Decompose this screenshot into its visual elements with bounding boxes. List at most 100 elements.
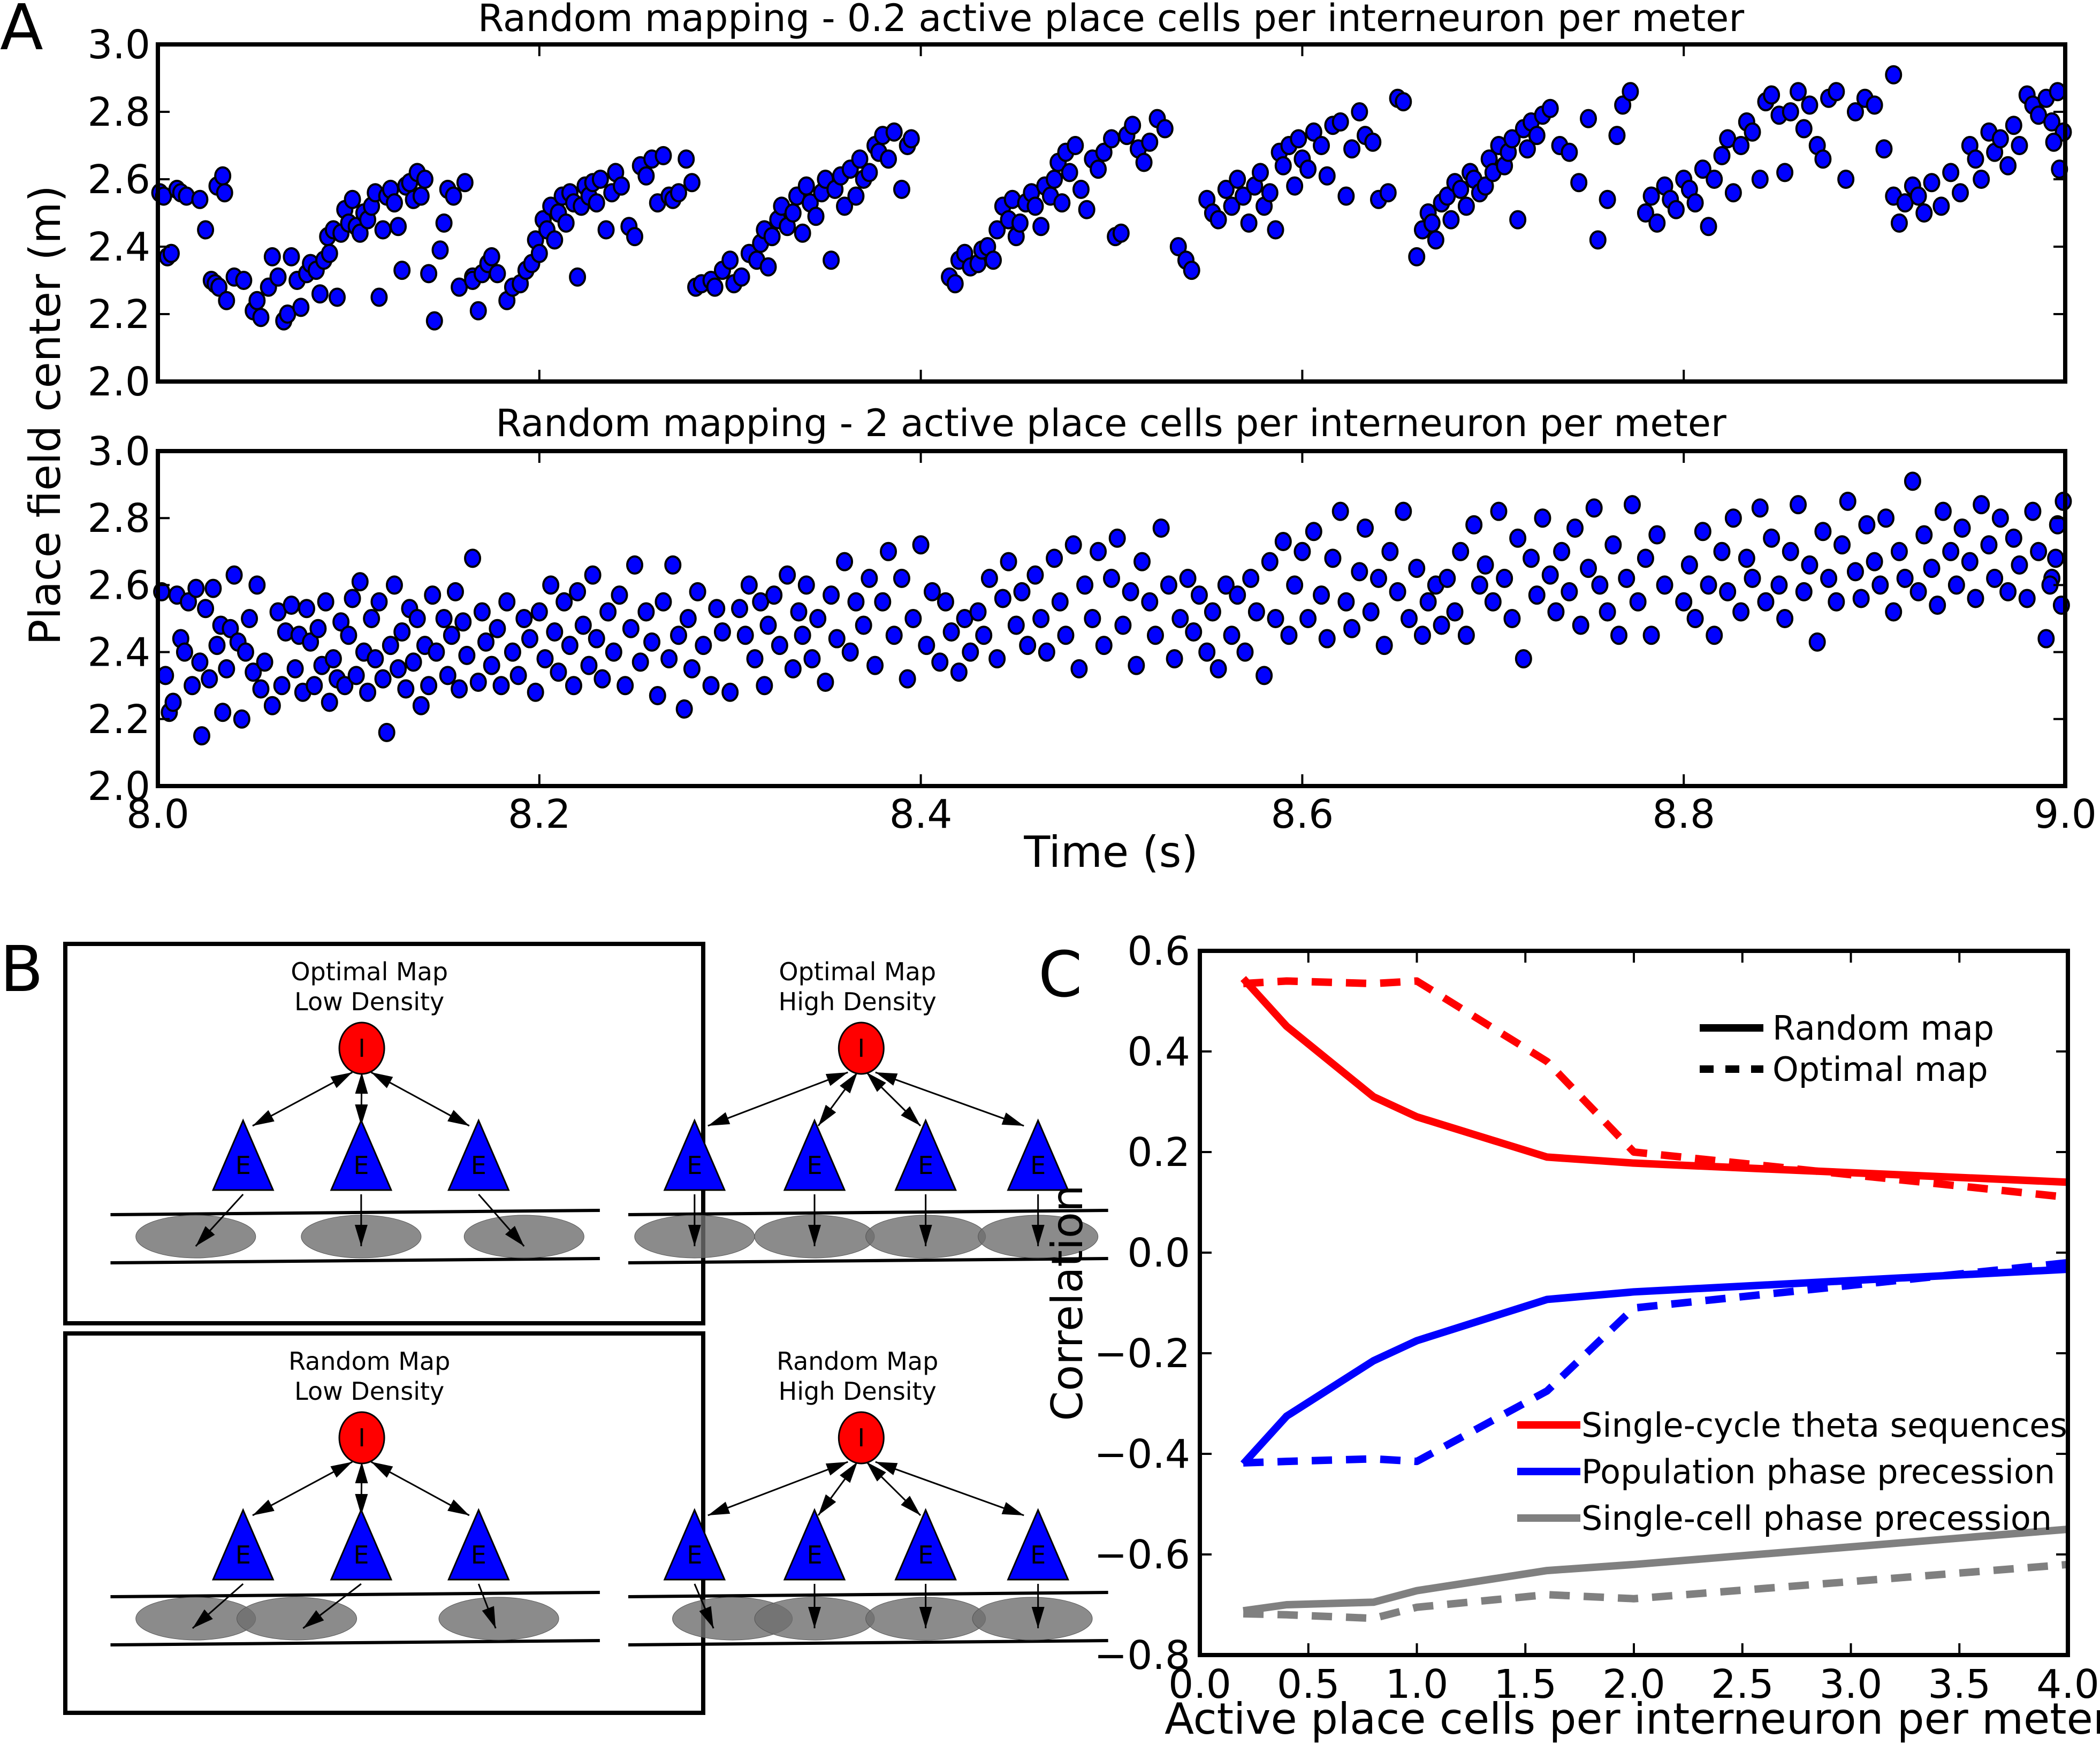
scatter-point bbox=[1642, 626, 1660, 645]
scatter-point bbox=[1776, 609, 1794, 628]
scatter-point bbox=[204, 578, 222, 598]
scatter-point bbox=[439, 666, 456, 685]
scatter-point bbox=[1256, 666, 1273, 685]
inhibitory-cell-label: I bbox=[358, 1423, 366, 1452]
scatter-point bbox=[385, 575, 403, 595]
scatter-point bbox=[1999, 582, 2017, 601]
excitatory-cell-label: E bbox=[235, 1541, 251, 1569]
scatter-point bbox=[445, 186, 462, 206]
scatter-point bbox=[1267, 220, 1284, 240]
legend-label: Random map bbox=[1772, 1009, 1994, 1048]
scatter-point bbox=[988, 220, 1006, 240]
scatter-point bbox=[1179, 568, 1197, 588]
x-tick-label: 8.8 bbox=[1652, 791, 1715, 837]
scatter-point bbox=[1547, 602, 1565, 622]
scatter-point bbox=[1313, 585, 1330, 605]
scatter-point bbox=[975, 626, 993, 645]
scatter-point bbox=[1166, 649, 1183, 669]
scatter-point bbox=[1408, 559, 1426, 578]
scatter-point bbox=[733, 267, 750, 287]
scatter-point bbox=[988, 649, 1006, 669]
scatter-point bbox=[756, 676, 773, 696]
scatter-point bbox=[828, 629, 846, 649]
scatter-point bbox=[546, 230, 564, 250]
scatter-point bbox=[1217, 179, 1235, 199]
scatter-point bbox=[1261, 552, 1279, 571]
scatter-point bbox=[1915, 203, 1933, 223]
scatter-point bbox=[1124, 116, 1142, 135]
scatter-point bbox=[1183, 261, 1200, 280]
scatter-point bbox=[1103, 568, 1120, 588]
inhibitory-cell bbox=[838, 1021, 885, 1075]
scatter-point bbox=[1240, 213, 1258, 233]
scatter-point bbox=[1286, 176, 1304, 196]
scatter-point bbox=[1103, 129, 1120, 149]
scatter-point bbox=[252, 679, 270, 699]
scatter-point bbox=[561, 636, 579, 655]
scatter-point bbox=[530, 602, 548, 622]
scatter-point bbox=[1057, 626, 1075, 645]
scatter-point bbox=[235, 271, 253, 290]
scatter-point bbox=[542, 575, 560, 595]
scatter-point bbox=[492, 676, 510, 696]
scatter-point bbox=[1379, 183, 1397, 203]
scatter-point bbox=[1986, 568, 2004, 588]
scatter-point bbox=[569, 582, 587, 601]
scatter-point bbox=[902, 129, 920, 149]
x-tick-label: 8.2 bbox=[508, 791, 571, 837]
scatter-point bbox=[385, 193, 403, 213]
scatter-point bbox=[1820, 568, 1838, 588]
diagram-title-line1: Random Map bbox=[777, 1347, 938, 1376]
scatter-point bbox=[1351, 562, 1368, 582]
scatter-point bbox=[2005, 116, 2022, 135]
scatter-point bbox=[162, 243, 180, 263]
scatter-point bbox=[1375, 636, 1393, 655]
scatter-point bbox=[1146, 626, 1164, 645]
scatter-point bbox=[1053, 193, 1071, 213]
place-field bbox=[237, 1597, 357, 1641]
scatter-point bbox=[1433, 615, 1450, 635]
scatter-point bbox=[1991, 508, 2009, 528]
legend-label: Population phase precession bbox=[1581, 1452, 2055, 1491]
scatter-point bbox=[1305, 122, 1322, 142]
scatter-point bbox=[617, 676, 634, 696]
x-tick-label: 1.5 bbox=[1494, 1661, 1557, 1707]
scatter-point bbox=[847, 592, 865, 612]
scatter-point bbox=[1608, 126, 1626, 146]
excitatory-cell-label: E bbox=[1030, 1541, 1046, 1569]
excitatory-cell bbox=[211, 1118, 275, 1191]
scatter-point bbox=[1169, 237, 1187, 256]
scatter-point bbox=[378, 722, 395, 742]
scatter-point bbox=[1877, 508, 1894, 528]
scatter-point bbox=[420, 264, 438, 284]
scatter-point bbox=[1141, 132, 1159, 152]
scatter-point bbox=[1622, 82, 1639, 102]
bidirectional-arrow bbox=[252, 1461, 353, 1516]
scatter-point bbox=[1427, 230, 1444, 250]
panel-label-a: A bbox=[0, 0, 43, 64]
scatter-point bbox=[1932, 196, 1950, 216]
scatter-point bbox=[1973, 170, 1990, 189]
scatter-point bbox=[803, 649, 821, 669]
scatter-point bbox=[1713, 146, 1731, 165]
scatter-point bbox=[1694, 159, 1711, 179]
scatter-point bbox=[180, 592, 197, 612]
scatter-point bbox=[435, 213, 453, 233]
scatter-point bbox=[1599, 602, 1616, 622]
scatter-point bbox=[1580, 109, 1597, 128]
y-tick-label: 0.6 bbox=[1127, 928, 1190, 974]
scatter-point bbox=[1236, 642, 1254, 662]
excitatory-cell-label: E bbox=[235, 1151, 251, 1180]
scatter-point bbox=[1217, 575, 1235, 595]
scatter-point bbox=[1046, 548, 1063, 568]
scatter-point bbox=[412, 696, 430, 715]
scatter-point bbox=[1141, 592, 1159, 612]
scatter-point bbox=[588, 629, 605, 649]
scatter-point bbox=[191, 652, 209, 672]
scatter-point bbox=[1890, 213, 1908, 233]
scatter-point bbox=[1541, 565, 1559, 585]
diagram-title-line1: Random Map bbox=[288, 1347, 450, 1376]
scatter-point bbox=[1286, 575, 1304, 595]
scatter-point bbox=[1732, 136, 1750, 155]
scatter-point bbox=[454, 612, 472, 632]
